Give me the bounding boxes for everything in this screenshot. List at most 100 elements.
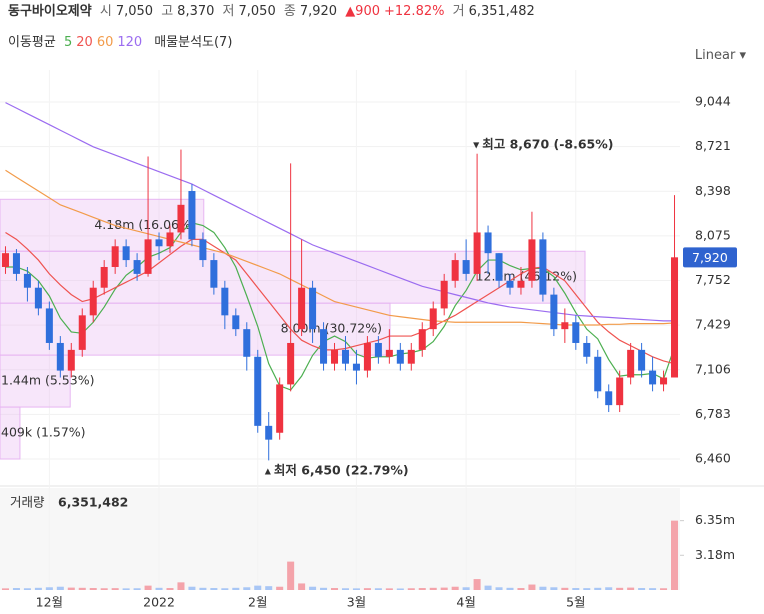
label: 종	[283, 4, 296, 19]
candle-body	[374, 342, 382, 357]
last-price-label: 7,920	[692, 250, 728, 265]
candle-body	[144, 239, 152, 274]
candle-body	[407, 349, 415, 364]
candle-body	[89, 287, 97, 316]
candle-body	[649, 370, 657, 385]
candle-body	[309, 287, 317, 330]
ma-legend[interactable]: 20	[76, 35, 93, 50]
annotation-marker: ▼	[473, 140, 480, 149]
volume-bar	[517, 588, 525, 590]
candle-body	[265, 425, 273, 440]
volume-bar	[495, 587, 503, 590]
candle-body	[155, 239, 163, 247]
volume-bar	[78, 587, 86, 590]
volume-bar	[199, 587, 207, 590]
volume-bar	[341, 588, 349, 590]
volume-bar	[539, 586, 547, 590]
ma-legend[interactable]: 60	[96, 35, 114, 50]
label: 저	[222, 4, 235, 19]
ma-line	[5, 231, 675, 365]
volume-bar	[265, 586, 273, 590]
scale-dropdown[interactable]: Linear ▾	[694, 48, 746, 63]
value: 6,351,482	[468, 4, 535, 19]
volume-bar	[122, 588, 130, 590]
volume-bar	[528, 584, 536, 590]
candle-body	[254, 356, 262, 426]
candle-body	[23, 273, 31, 288]
candle-body	[616, 377, 624, 406]
volume-bar	[309, 586, 317, 590]
candle-body	[276, 384, 284, 433]
volume-bar	[550, 587, 558, 590]
candle-body	[34, 287, 42, 309]
volume-bar	[671, 520, 679, 590]
volume-bar	[23, 588, 31, 590]
indicator-label[interactable]: 이동평균	[8, 35, 56, 50]
candle-body	[122, 246, 130, 261]
candle-body	[243, 329, 251, 357]
volume-bar	[429, 587, 437, 590]
volume-bar	[45, 587, 53, 590]
volume-bar	[67, 587, 75, 590]
volume-bar	[133, 588, 141, 590]
ma-line	[5, 102, 675, 322]
candle-body	[320, 329, 328, 364]
volume-bar	[638, 588, 646, 590]
price-header: 동구바이오제약 시 7,050 고 8,370 저 7,050 종 7,920 ▲900…	[8, 0, 539, 19]
ma-legend[interactable]: 5	[63, 35, 73, 50]
volume-bar	[462, 587, 470, 590]
volume-value: 6,351,482	[58, 495, 128, 510]
candle-body	[210, 260, 218, 288]
profile-legend[interactable]: 매물분석도(7)	[154, 35, 233, 50]
x-tick-label: 2월	[248, 595, 267, 610]
candle-body	[451, 260, 459, 281]
candle-body	[12, 253, 20, 274]
ma-legend[interactable]: 120	[117, 35, 143, 50]
stock-name: 동구바이오제약	[8, 4, 92, 19]
value: 8,370	[177, 4, 215, 19]
candle-body	[506, 280, 514, 288]
label: 시	[99, 4, 112, 19]
volume-bar	[605, 587, 613, 590]
candle-body	[341, 349, 349, 364]
volume-bar	[254, 585, 262, 590]
label: 거	[452, 4, 465, 19]
candle-body	[429, 308, 437, 330]
y-tick-label: 7,429	[695, 317, 731, 332]
candle-body	[100, 266, 108, 288]
volume-profile-label: 8.00m (30.72%)	[281, 321, 382, 336]
candle-body	[627, 349, 635, 378]
x-tick-label: 4월	[456, 595, 475, 610]
volume-bar	[287, 561, 295, 590]
indicator-bar: 이동평균 5 20 60 120 매물분석도(7)	[8, 31, 236, 50]
volume-bar	[506, 587, 514, 590]
candle-body	[331, 349, 339, 364]
volume-bar	[407, 588, 415, 590]
change-pct: +12.82%	[384, 4, 445, 19]
volume-bar	[100, 588, 108, 590]
price-annotation: ▼ 최고 8,670 (-8.65%)	[473, 136, 613, 151]
volume-bar	[627, 587, 635, 590]
volume-bar	[34, 587, 42, 590]
volume-bar	[561, 587, 569, 590]
candle-body	[473, 232, 481, 274]
candle-body	[517, 280, 525, 288]
volume-bar	[298, 583, 306, 590]
candle-body	[561, 322, 569, 330]
candle-body	[495, 253, 503, 281]
last-price-tag	[683, 247, 737, 268]
volume-bar	[385, 588, 393, 590]
x-tick-label: 3월	[347, 595, 366, 610]
volume-bar	[210, 588, 218, 590]
x-tick-label: 2022	[143, 595, 175, 610]
volume-profile-label: 1.44m (5.53%)	[1, 373, 94, 388]
volume-bar	[243, 587, 251, 590]
candle-body	[363, 342, 371, 371]
scale-label[interactable]: Linear	[694, 48, 736, 63]
volume-bar	[396, 588, 404, 590]
change: ▲900	[345, 4, 380, 19]
volume-bar	[572, 588, 580, 590]
candle-body	[671, 257, 679, 378]
candle-body	[583, 342, 591, 357]
volume-bar	[473, 579, 481, 590]
